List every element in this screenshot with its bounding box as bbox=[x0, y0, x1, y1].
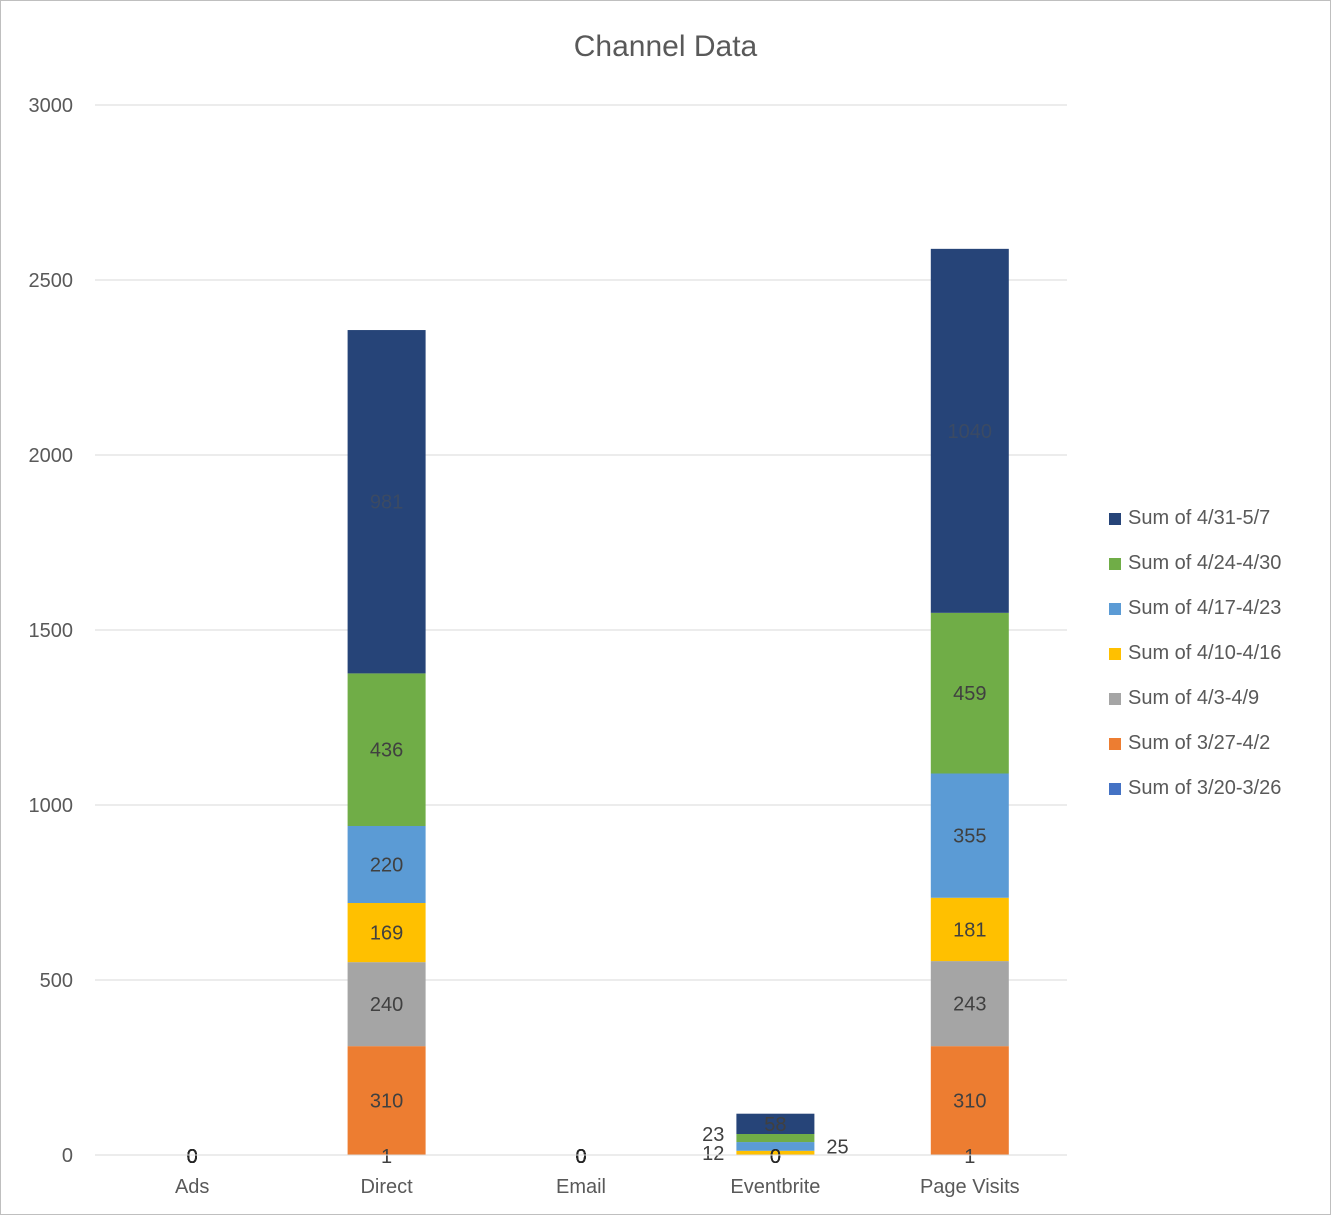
legend-item-4: Sum of 4/17-4/23 bbox=[1109, 586, 1329, 631]
data-label-eventbrite-series-0: 0 bbox=[770, 1146, 781, 1168]
data-label-ads-series-4: 0 bbox=[187, 1146, 198, 1168]
data-label-page-visits-series-0: 1 bbox=[964, 1146, 975, 1168]
data-label-direct-series-5: 436 bbox=[370, 740, 403, 762]
bar-page-visits-series-6 bbox=[930, 248, 1009, 613]
data-label-ads-series-5: 0 bbox=[187, 1146, 198, 1168]
bar-direct-series-5 bbox=[347, 673, 426, 826]
legend-label-0: Sum of 3/20-3/26 bbox=[1128, 777, 1282, 799]
bar-direct-series-3 bbox=[347, 903, 426, 963]
legend-label-1: Sum of 3/27-4/2 bbox=[1128, 732, 1271, 754]
legend-label-3: Sum of 4/10-4/16 bbox=[1128, 642, 1282, 664]
data-label-ads-series-1: 0 bbox=[187, 1146, 198, 1168]
data-label-page-visits-series-4: 355 bbox=[953, 826, 986, 848]
legend-item-0: Sum of 3/20-3/26 bbox=[1109, 766, 1329, 811]
y-tick-label-1500: 1500 bbox=[29, 620, 74, 642]
legend-swatch-1 bbox=[1109, 737, 1121, 750]
data-label-email-series-0: 0 bbox=[575, 1146, 586, 1168]
bar-direct-series-4 bbox=[347, 826, 426, 903]
legend-swatch-6 bbox=[1109, 512, 1121, 525]
bar-eventbrite-series-6 bbox=[736, 1113, 815, 1134]
y-tick-label-2000: 2000 bbox=[29, 445, 74, 467]
bar-direct-series-6 bbox=[347, 330, 426, 674]
data-label-direct-series-4: 220 bbox=[370, 855, 403, 877]
data-label-email-series-6: 0 bbox=[575, 1146, 586, 1168]
data-label-eventbrite-series-3: 12 bbox=[702, 1143, 724, 1165]
bar-direct-series-1 bbox=[347, 1046, 426, 1155]
data-label-direct-series-0: 1 bbox=[381, 1146, 392, 1168]
x-tick-label-eventbrite: Eventbrite bbox=[730, 1176, 820, 1198]
x-tick-label-ads: Ads bbox=[175, 1176, 209, 1198]
legend-swatch-3 bbox=[1109, 647, 1121, 660]
y-tick-label-0: 0 bbox=[62, 1145, 73, 1167]
data-label-direct-series-1: 310 bbox=[370, 1090, 403, 1112]
data-label-ads-series-6: 0 bbox=[187, 1146, 198, 1168]
y-tick-label-2500: 2500 bbox=[29, 270, 74, 292]
data-label-ads-series-3: 0 bbox=[187, 1146, 198, 1168]
data-label-page-visits-series-6: 1040 bbox=[948, 421, 993, 443]
legend-swatch-2 bbox=[1109, 692, 1121, 705]
data-label-email-series-1: 0 bbox=[575, 1146, 586, 1168]
legend-label-6: Sum of 4/31-5/7 bbox=[1128, 507, 1271, 529]
data-label-eventbrite-series-1: 0 bbox=[770, 1146, 781, 1168]
legend-item-6: Sum of 4/31-5/7 bbox=[1109, 496, 1329, 541]
legend-swatch-0 bbox=[1109, 782, 1121, 795]
data-label-page-visits-series-1: 310 bbox=[953, 1090, 986, 1112]
legend-swatch-4 bbox=[1109, 602, 1121, 615]
x-tick-label-page-visits: Page Visits bbox=[920, 1176, 1020, 1198]
bar-page-visits-series-1 bbox=[930, 1046, 1009, 1155]
y-tick-label-1000: 1000 bbox=[29, 795, 74, 817]
chart-title: Channel Data bbox=[573, 30, 758, 63]
data-label-direct-series-3: 169 bbox=[370, 923, 403, 945]
bar-eventbrite-series-5 bbox=[736, 1134, 815, 1143]
y-tick-label-500: 500 bbox=[40, 970, 73, 992]
legend-item-5: Sum of 4/24-4/30 bbox=[1109, 541, 1329, 586]
data-label-ads-series-0: 0 bbox=[187, 1146, 198, 1168]
bar-eventbrite-series-3 bbox=[736, 1150, 815, 1155]
legend-label-5: Sum of 4/24-4/30 bbox=[1128, 552, 1282, 574]
legend-item-2: Sum of 4/3-4/9 bbox=[1109, 676, 1329, 721]
data-label-page-visits-series-2: 243 bbox=[953, 994, 986, 1016]
data-label-eventbrite-series-6: 58 bbox=[764, 1114, 786, 1136]
data-label-eventbrite-series-5: 23 bbox=[702, 1124, 724, 1146]
data-label-direct-series-6: 981 bbox=[370, 492, 403, 514]
data-label-eventbrite-series-4: 25 bbox=[826, 1136, 848, 1158]
data-label-page-visits-series-3: 181 bbox=[953, 919, 986, 941]
bar-page-visits-series-2 bbox=[930, 961, 1009, 1047]
data-label-email-series-3: 0 bbox=[575, 1146, 586, 1168]
x-tick-label-email: Email bbox=[556, 1176, 606, 1198]
legend: Sum of 4/31-5/7 Sum of 4/24-4/30 Sum of 4/… bbox=[1109, 496, 1329, 811]
data-label-direct-series-2: 240 bbox=[370, 994, 403, 1016]
bar-page-visits-series-3 bbox=[930, 897, 1009, 962]
data-label-email-series-2: 0 bbox=[575, 1146, 586, 1168]
data-label-ads-series-2: 0 bbox=[187, 1146, 198, 1168]
bar-direct-series-2 bbox=[347, 962, 426, 1047]
legend-label-4: Sum of 4/17-4/23 bbox=[1128, 597, 1282, 619]
y-tick-label-3000: 3000 bbox=[29, 95, 74, 117]
bar-page-visits-series-5 bbox=[930, 612, 1009, 774]
legend-swatch-5 bbox=[1109, 557, 1121, 570]
legend-item-3: Sum of 4/10-4/16 bbox=[1109, 631, 1329, 676]
bar-page-visits-series-4 bbox=[930, 773, 1009, 898]
bar-eventbrite-series-4 bbox=[736, 1142, 815, 1151]
x-tick-label-direct: Direct bbox=[360, 1176, 413, 1198]
data-label-email-series-5: 0 bbox=[575, 1146, 586, 1168]
legend-item-1: Sum of 3/27-4/2 bbox=[1109, 721, 1329, 766]
data-label-eventbrite-series-2: 0 bbox=[770, 1146, 781, 1168]
data-label-page-visits-series-5: 459 bbox=[953, 683, 986, 705]
legend-label-2: Sum of 4/3-4/9 bbox=[1128, 687, 1260, 709]
data-label-email-series-4: 0 bbox=[575, 1146, 586, 1168]
